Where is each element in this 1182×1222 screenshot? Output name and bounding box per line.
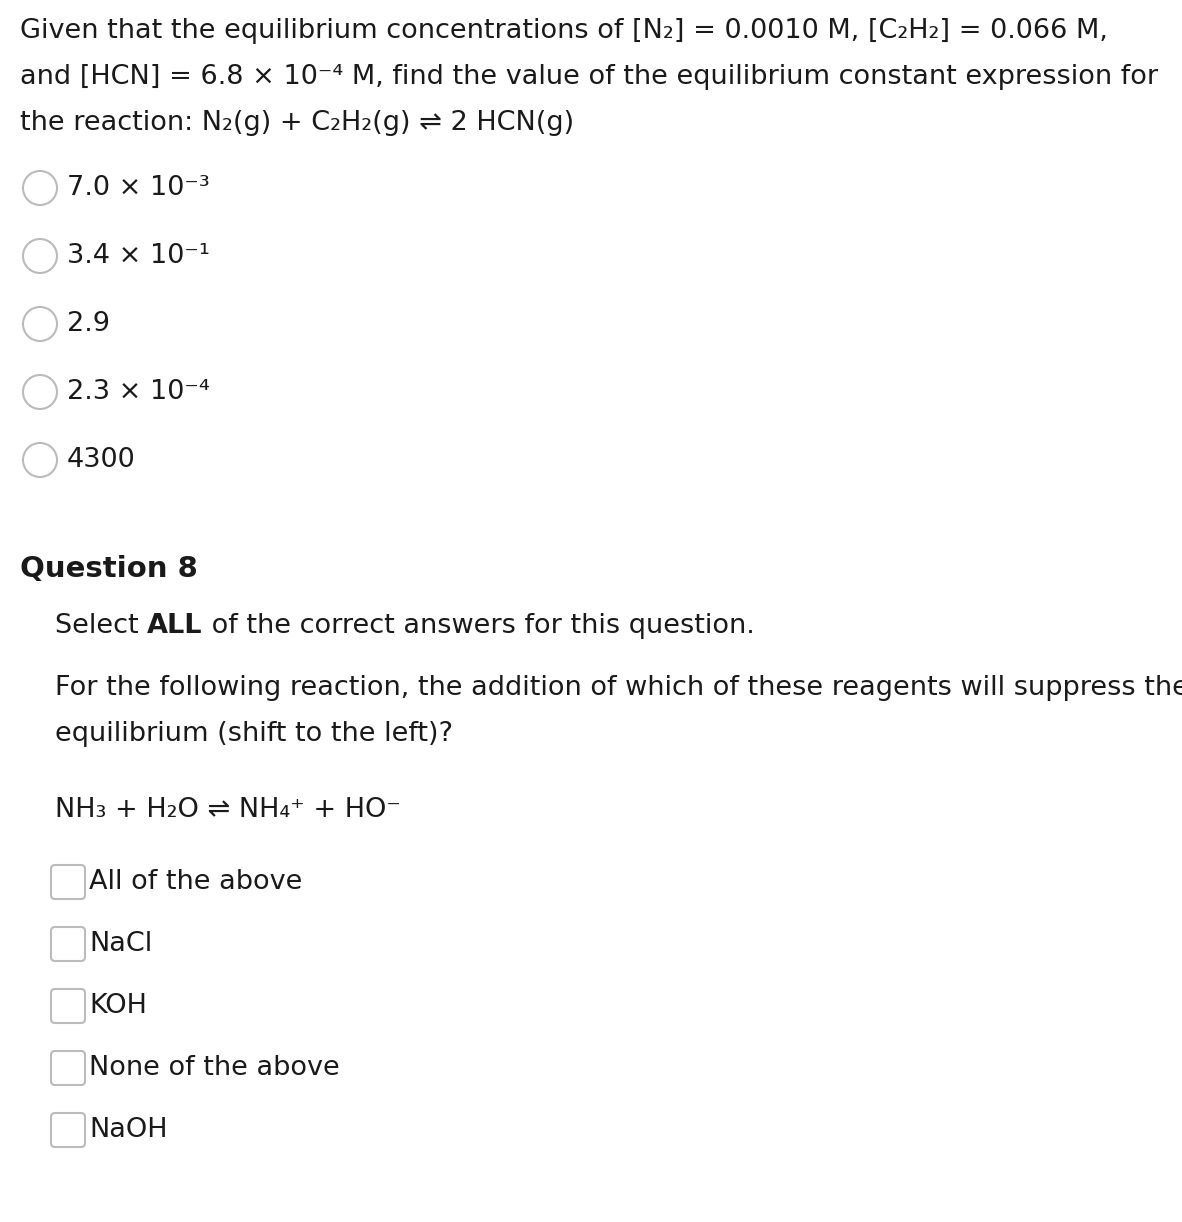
- Text: NH₃ + H₂O ⇌ NH₄⁺ + HO⁻: NH₃ + H₂O ⇌ NH₄⁺ + HO⁻: [56, 797, 401, 822]
- Text: 4300: 4300: [67, 447, 136, 473]
- Text: 7.0 × 10⁻³: 7.0 × 10⁻³: [67, 175, 209, 200]
- Text: For the following reaction, the addition of which of these reagents will suppres: For the following reaction, the addition…: [56, 675, 1182, 701]
- Text: Select: Select: [56, 613, 148, 639]
- Text: NaCl: NaCl: [89, 931, 152, 957]
- Text: and [HCN] = 6.8 × 10⁻⁴ M, find the value of the equilibrium constant expression : and [HCN] = 6.8 × 10⁻⁴ M, find the value…: [20, 64, 1158, 90]
- Text: ALL: ALL: [148, 613, 203, 639]
- Text: Question 8: Question 8: [20, 555, 197, 583]
- Text: 3.4 × 10⁻¹: 3.4 × 10⁻¹: [67, 243, 210, 269]
- Text: 2.9: 2.9: [67, 312, 110, 337]
- Text: the reaction: N₂(g) + C₂H₂(g) ⇌ 2 HCN(g): the reaction: N₂(g) + C₂H₂(g) ⇌ 2 HCN(g): [20, 110, 574, 136]
- Text: All of the above: All of the above: [89, 869, 303, 895]
- Text: Given that the equilibrium concentrations of [N₂] = 0.0010 M, [C₂H₂] = 0.066 M,: Given that the equilibrium concentration…: [20, 18, 1108, 44]
- Text: KOH: KOH: [89, 993, 147, 1019]
- Text: equilibrium (shift to the left)?: equilibrium (shift to the left)?: [56, 721, 453, 747]
- Text: 2.3 × 10⁻⁴: 2.3 × 10⁻⁴: [67, 379, 209, 404]
- Text: of the correct answers for this question.: of the correct answers for this question…: [203, 613, 754, 639]
- Text: None of the above: None of the above: [89, 1055, 339, 1081]
- Text: NaOH: NaOH: [89, 1117, 168, 1143]
